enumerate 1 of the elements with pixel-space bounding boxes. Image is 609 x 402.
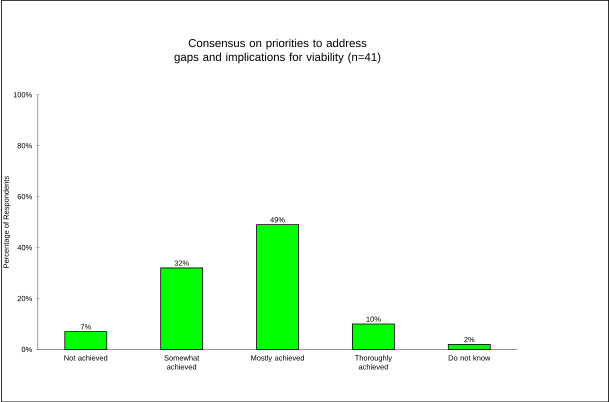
chart-title: Consensus on priorities to address gaps and implications for viability (n=41)	[174, 38, 380, 64]
